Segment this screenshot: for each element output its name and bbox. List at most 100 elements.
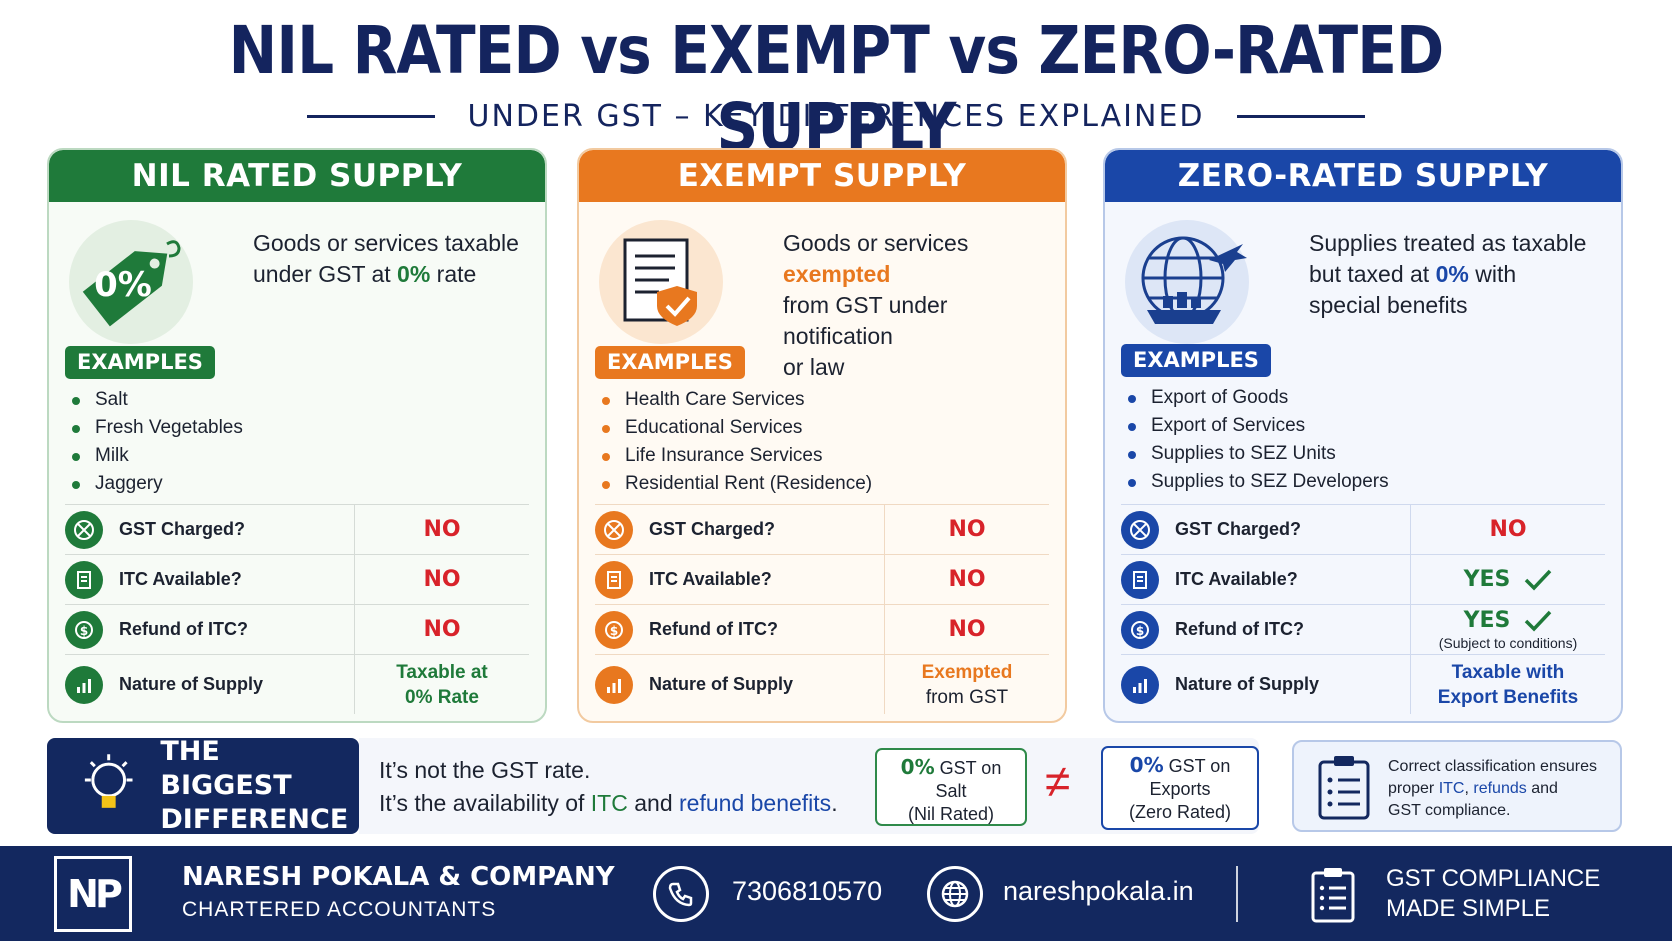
table-row: GST Charged? NO xyxy=(65,504,529,554)
globe-icon xyxy=(927,866,983,922)
no-tax-icon xyxy=(1121,510,1159,549)
svg-text:$: $ xyxy=(1136,624,1144,638)
refund-icon: $ xyxy=(65,610,103,649)
list-item: Milk xyxy=(69,442,243,470)
bar-chart-icon xyxy=(1121,665,1159,704)
exempt-panel: EXEMPT SUPPLY Goods or services exempted… xyxy=(577,148,1067,723)
biggest-difference-box: THE BIGGEST DIFFERENCE xyxy=(47,736,359,835)
exempt-examples-list: Health Care Services Educational Service… xyxy=(599,386,872,498)
website-link[interactable]: nareshpokala.in xyxy=(1003,876,1194,906)
document-icon xyxy=(65,560,103,599)
list-item: Supplies to SEZ Developers xyxy=(1125,468,1389,496)
phone-number[interactable]: 7306810570 xyxy=(732,876,883,906)
table-row: Nature of Supply Taxable with Export Bene… xyxy=(1121,654,1605,714)
bar-chart-icon xyxy=(65,665,103,704)
footer-divider xyxy=(1236,866,1238,922)
svg-text:$: $ xyxy=(610,624,618,638)
nil-examples-label: EXAMPLES xyxy=(65,346,215,379)
no-tax-icon xyxy=(65,510,103,549)
zero-rated-title: ZERO-RATED SUPPLY xyxy=(1105,150,1621,202)
firm-logo: NP xyxy=(54,856,132,932)
footer-tagline: GST COMPLIANCE MADE SIMPLE xyxy=(1386,865,1601,922)
exempt-description: Goods or services exempted from GST unde… xyxy=(783,230,969,380)
document-icon xyxy=(1121,560,1159,599)
zero-rated-intro: Supplies treated as taxable but taxed at… xyxy=(1125,220,1605,344)
nil-rated-title: NIL RATED SUPPLY xyxy=(49,150,545,202)
table-row: $ Refund of ITC? NO xyxy=(595,604,1049,654)
checkmark-icon xyxy=(1525,610,1552,632)
table-row: $ Refund of ITC? NO xyxy=(65,604,529,654)
exempt-intro: Goods or services exempted from GST unde… xyxy=(599,220,1049,380)
subtitle-row: UNDER GST – KEY DIFFERENCES EXPLAINED xyxy=(0,96,1672,136)
table-row: Nature of Supply Taxable at 0% Rate xyxy=(65,654,529,714)
zero-refund-value: YES xyxy=(1464,608,1553,633)
list-item: Salt xyxy=(69,386,243,414)
clipboard-icon xyxy=(1318,756,1370,820)
biggest-difference-title: THE BIGGEST DIFFERENCE xyxy=(160,736,349,835)
zero-gst-value: NO xyxy=(1489,517,1527,542)
table-row: GST Charged? NO xyxy=(1121,504,1605,554)
list-item: Supplies to SEZ Units xyxy=(1125,440,1389,468)
nil-refund-value: NO xyxy=(423,617,461,642)
firm-name: NARESH POKALA & COMPANY xyxy=(182,862,615,892)
refund-icon: $ xyxy=(595,610,633,649)
nil-rated-panel: NIL RATED SUPPLY 0% Goods or services ta… xyxy=(47,148,547,723)
exempt-nature-value: Exempted from GST xyxy=(921,661,1013,708)
exempt-comparison-table: GST Charged? NO ITC Available? NO $ Refu… xyxy=(595,504,1049,714)
list-item: Export of Goods xyxy=(1125,384,1389,412)
nil-itc-value: NO xyxy=(423,567,461,592)
no-tax-icon xyxy=(595,510,633,549)
firm-subtitle: CHARTERED ACCOUNTANTS xyxy=(182,898,497,921)
svg-text:$: $ xyxy=(80,624,88,638)
classification-note: Correct classification ensures proper IT… xyxy=(1292,740,1622,832)
classification-note-text: Correct classification ensures proper IT… xyxy=(1388,758,1597,819)
zero-examples-label: EXAMPLES xyxy=(1121,344,1271,377)
price-tag-icon: 0% xyxy=(69,220,193,344)
firm-info: NARESH POKALA & COMPANY CHARTERED ACCOUN… xyxy=(182,862,615,922)
globe-ship-plane-icon xyxy=(1125,220,1249,344)
table-row: Nature of Supply Exempted from GST xyxy=(595,654,1049,714)
zero-rated-panel: ZERO-RATED SUPPLY Supplies treated as ta… xyxy=(1103,148,1623,723)
zero-rated-example-box: 0% GST on Exports (Zero Rated) xyxy=(1101,746,1259,830)
zero-rated-description: Supplies treated as taxable but taxed at… xyxy=(1309,230,1587,318)
subtitle-divider-left xyxy=(307,114,436,118)
table-row: ITC Available? YES xyxy=(1121,554,1605,604)
clipboard-icon xyxy=(1311,868,1355,923)
list-item: Health Care Services xyxy=(599,386,872,414)
page-title: NIL RATED vs EXEMPT vs ZERO-RATED SUPPLY xyxy=(228,12,1445,166)
exempt-itc-value: NO xyxy=(948,567,986,592)
nil-nature-value: Taxable at 0% Rate xyxy=(396,661,488,708)
table-row: GST Charged? NO xyxy=(595,504,1049,554)
document-shield-icon xyxy=(599,220,723,344)
list-item: Life Insurance Services xyxy=(599,442,872,470)
zero-itc-value: YES xyxy=(1464,567,1553,592)
list-item: Educational Services xyxy=(599,414,872,442)
difference-text: It’s not the GST rate. It’s the availabi… xyxy=(379,757,838,816)
zero-nature-value: Taxable with Export Benefits xyxy=(1437,661,1579,708)
zero-comparison-table: GST Charged? NO ITC Available? YES $ Ref… xyxy=(1121,504,1605,714)
refund-icon: $ xyxy=(1121,610,1159,649)
nil-rated-intro: 0% Goods or services taxable under GST a… xyxy=(69,220,529,344)
list-item: Fresh Vegetables xyxy=(69,414,243,442)
nil-rated-example-box: 0% GST on Salt (Nil Rated) xyxy=(875,748,1027,826)
nil-rated-description: Goods or services taxable under GST at 0… xyxy=(253,230,519,287)
list-item: Export of Services xyxy=(1125,412,1389,440)
exempt-examples-label: EXAMPLES xyxy=(595,346,745,379)
footer: NP NARESH POKALA & COMPANY CHARTERED ACC… xyxy=(0,846,1672,941)
list-item: Residential Rent (Residence) xyxy=(599,470,872,498)
document-icon xyxy=(595,560,633,599)
nil-gst-value: NO xyxy=(423,517,461,542)
lightbulb-icon xyxy=(84,754,133,808)
checkmark-icon xyxy=(1525,569,1552,591)
difference-explanation: It’s not the GST rate. It’s the availabi… xyxy=(359,738,1259,834)
nil-examples-list: Salt Fresh Vegetables Milk Jaggery xyxy=(69,386,243,498)
not-equal-icon: ≠ xyxy=(1045,755,1071,807)
nil-comparison-table: GST Charged? NO ITC Available? NO $ Refu… xyxy=(65,504,529,714)
phone-icon xyxy=(653,866,709,922)
zero-examples-list: Export of Goods Export of Services Suppl… xyxy=(1125,384,1389,496)
price-tag-label: 0% xyxy=(94,265,152,305)
table-row: ITC Available? NO xyxy=(595,554,1049,604)
zero-refund-note: (Subject to conditions) xyxy=(1438,635,1578,651)
page-subtitle: UNDER GST – KEY DIFFERENCES EXPLAINED xyxy=(467,98,1205,134)
list-item: Jaggery xyxy=(69,470,243,498)
